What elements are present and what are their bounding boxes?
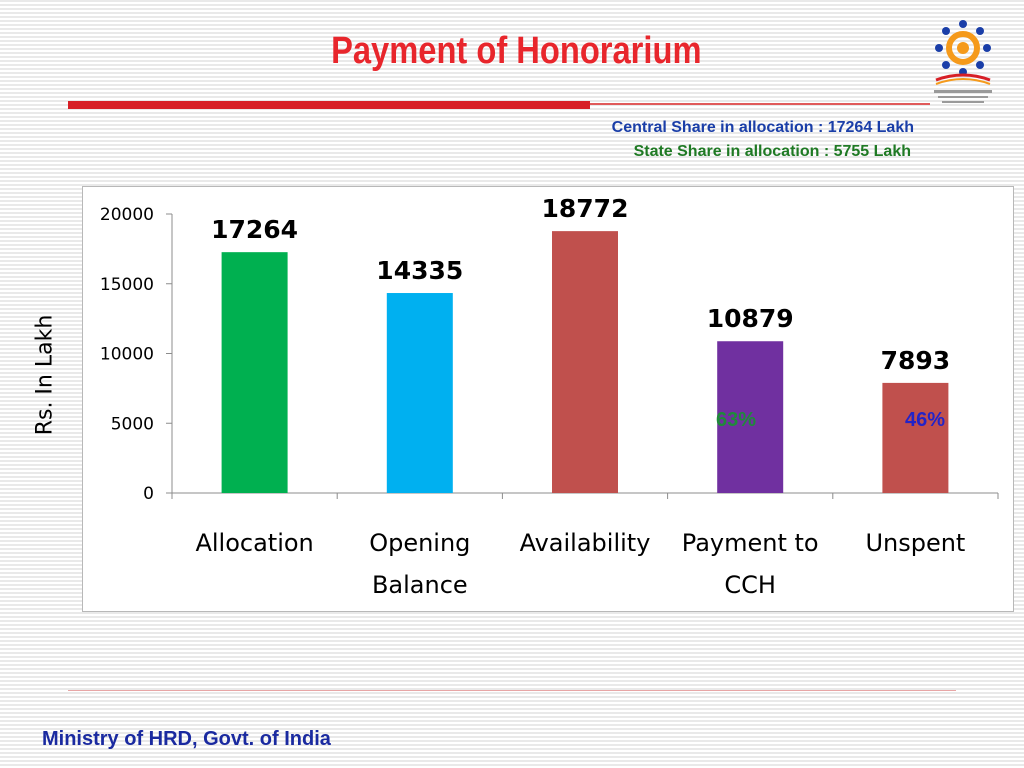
title-underline	[68, 101, 590, 109]
bar	[882, 382, 949, 493]
chart-area: 0 5000 10000 15000 20000 17264 Allocation 14335…	[82, 186, 1014, 612]
percent-label-payment: 63%	[716, 409, 757, 431]
bar-chart: 0 5000 10000 15000 20000 17264 Allocation 14335…	[100, 194, 999, 599]
bar	[717, 341, 784, 493]
footer-divider	[68, 690, 956, 691]
bar	[386, 293, 453, 493]
mid-day-meal-logo-icon	[934, 20, 992, 103]
y-tick-label: 10000	[100, 345, 154, 365]
bar-value-label: 17264	[211, 215, 298, 244]
x-category-label: Availability	[520, 529, 651, 557]
state-share-note: State Share in allocation : 5755 Lakh	[633, 143, 911, 160]
central-share-note: Central Share in allocation : 17264 Lakh	[611, 119, 914, 136]
y-axis-label: Rs. In Lakh	[32, 314, 58, 436]
y-tick-label: 5000	[111, 414, 154, 434]
percent-label-unspent: 46%	[905, 409, 946, 431]
y-tick-label: 15000	[100, 275, 154, 295]
bar-value-label: 18772	[542, 194, 629, 223]
x-category-label: Opening	[369, 529, 470, 557]
x-category-label: Balance	[372, 571, 468, 599]
x-category-label: Allocation	[195, 529, 313, 557]
bar-value-label: 7893	[881, 346, 951, 375]
x-category-label: Unspent	[865, 529, 965, 557]
x-category-label: CCH	[724, 571, 776, 599]
bar	[221, 252, 288, 493]
bar-value-label: 14335	[376, 256, 463, 285]
bar-value-label: 10879	[707, 304, 794, 333]
y-tick-label: 0	[143, 484, 154, 504]
y-tick-label: 20000	[100, 205, 154, 225]
slide-title: Payment of Honorarium	[331, 30, 702, 72]
x-category-label: Payment to	[682, 529, 819, 557]
footer-text: Ministry of HRD, Govt. of India	[42, 728, 331, 750]
title-underline-thin	[590, 103, 930, 105]
bar	[552, 231, 618, 493]
